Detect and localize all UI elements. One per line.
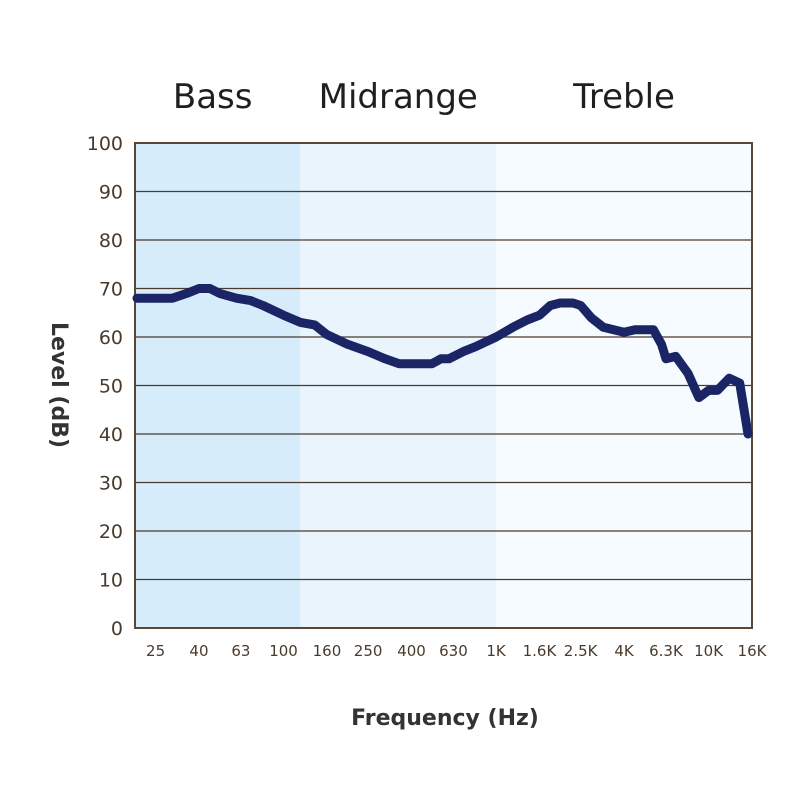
- x-tick-label: 160: [313, 642, 342, 660]
- x-tick-label: 1K: [486, 642, 507, 660]
- y-axis-tick-labels: 0 10 20 30 40 50 60 70 80 90 100: [87, 133, 123, 640]
- y-tick-label: 50: [99, 376, 123, 398]
- y-tick-label: 90: [99, 182, 123, 204]
- band-title-0: Bass: [173, 77, 253, 117]
- x-tick-label: 4K: [614, 642, 635, 660]
- x-tick-label: 10K: [694, 642, 724, 660]
- band-title-1: Midrange: [319, 77, 478, 117]
- horizontal-gridlines: [135, 190, 752, 581]
- y-tick-label: 80: [99, 230, 123, 252]
- x-tick-label: 25: [146, 642, 165, 660]
- x-tick-label: 100: [269, 642, 298, 660]
- y-tick-label: 100: [87, 133, 123, 155]
- x-tick-label: 250: [354, 642, 383, 660]
- y-tick-label: 40: [99, 424, 123, 446]
- plot-frame: [134, 142, 753, 629]
- x-tick-label: 40: [189, 642, 208, 660]
- x-tick-label: 2.5K: [564, 642, 599, 660]
- y-tick-label: 70: [99, 279, 123, 301]
- y-tick-label: 0: [111, 618, 123, 640]
- x-tick-label: 630: [439, 642, 468, 660]
- x-tick-label: 400: [397, 642, 426, 660]
- x-tick-label: 6.3K: [649, 642, 684, 660]
- band-titles: Bass Midrange Treble: [173, 77, 675, 117]
- x-axis-title: Frequency (Hz): [351, 706, 539, 731]
- x-tick-label: 1.6K: [523, 642, 558, 660]
- x-axis-tick-labels: 25 40 63 100 160 250 400 630 1K 1.6K 2.5K 4K 6.3K 10K…: [146, 642, 768, 660]
- y-tick-label: 30: [99, 473, 123, 495]
- y-tick-label: 10: [99, 570, 123, 592]
- x-tick-label: 16K: [738, 642, 768, 660]
- y-tick-label: 60: [99, 327, 123, 349]
- y-tick-label: 20: [99, 521, 123, 543]
- response-curve: [132, 284, 753, 439]
- y-axis-title: Level (dB): [46, 322, 71, 448]
- band-title-2: Treble: [572, 77, 675, 117]
- x-tick-label: 63: [231, 642, 250, 660]
